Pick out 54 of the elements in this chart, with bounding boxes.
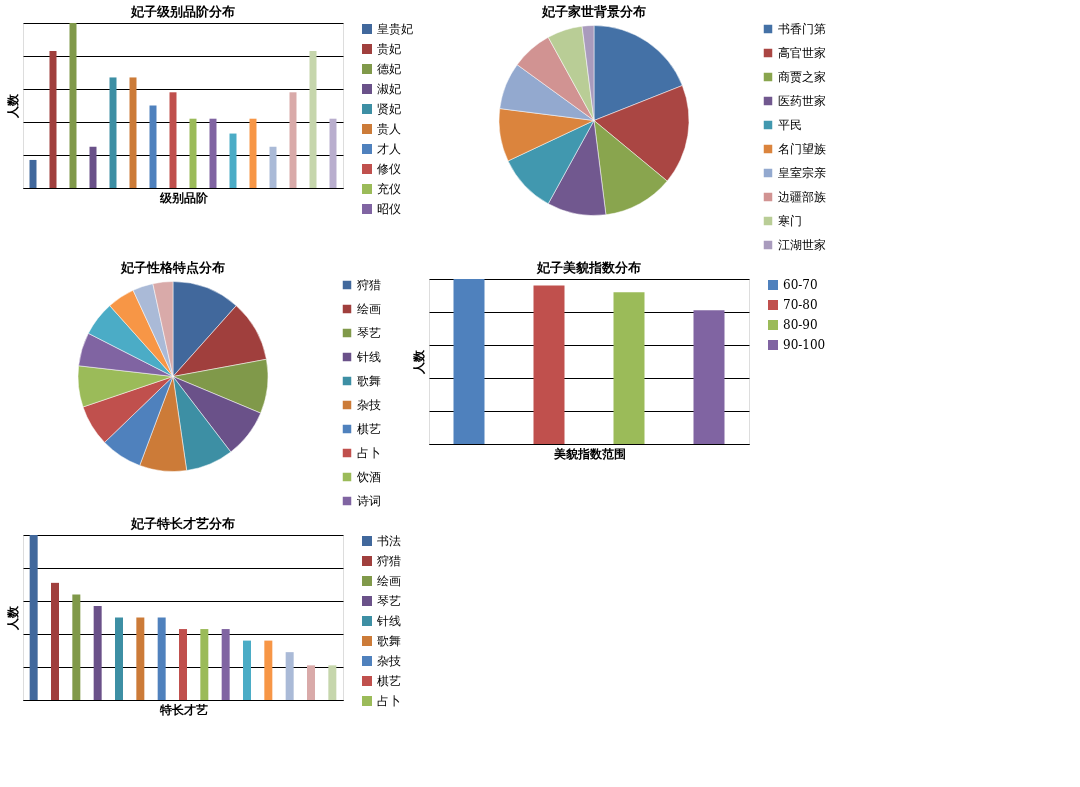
x-axis-title: 特长才艺 — [158, 702, 208, 717]
legend-label: 针线 — [356, 350, 381, 364]
legend-label: 边疆部族 — [778, 190, 826, 204]
legend-label: 狩猎 — [357, 278, 381, 292]
x-axis-title: 美貌指数范围 — [552, 446, 626, 461]
legend-label: 琴艺 — [377, 594, 401, 608]
legend-label: 杂技 — [377, 654, 401, 668]
chart-title: 妃子美貌指数分布 — [536, 260, 641, 275]
legend-label: 棋艺 — [377, 674, 401, 688]
chart-title: 妃子性格特点分布 — [120, 260, 225, 275]
legend-label: 寒门 — [778, 214, 802, 228]
legend-label: 淑妃 — [377, 82, 401, 96]
legend-label: 占卜 — [357, 446, 381, 460]
legend-label: 诗词 — [357, 494, 381, 508]
legend-label: 杂技 — [357, 398, 381, 412]
legend-label: 60-70 — [783, 278, 818, 292]
legend-label: 昭仪 — [377, 202, 401, 216]
legend-label: 皇室宗亲 — [778, 166, 826, 180]
legend-label: 90-100 — [783, 338, 826, 352]
legend-label: 高官世家 — [778, 46, 826, 60]
legend-label: 饮酒 — [356, 470, 381, 484]
legend-label: 70-80 — [783, 298, 818, 312]
legend-label: 书香门第 — [778, 22, 826, 36]
legend-label: 平民 — [778, 118, 802, 132]
legend-label: 医药世家 — [778, 94, 826, 108]
legend-label: 贤妃 — [377, 102, 401, 116]
legend-label: 歌舞 — [357, 374, 381, 388]
legend-label: 琴艺 — [357, 326, 381, 340]
legend-label: 商贾之家 — [778, 70, 826, 84]
legend-label: 贵人 — [377, 122, 401, 136]
legend-label: 皇贵妃 — [377, 22, 413, 36]
legend-label: 书法 — [377, 534, 401, 548]
legend-label: 德妃 — [377, 62, 401, 76]
chart-title: 妃子家世背景分布 — [541, 4, 646, 19]
legend-label: 贵妃 — [377, 42, 401, 56]
x-axis-title: 级别品阶 — [158, 190, 209, 205]
y-axis-title: 人数 — [5, 605, 20, 631]
legend-label: 名门望族 — [778, 142, 826, 156]
y-axis-title: 人数 — [411, 349, 426, 375]
legend-label: 针线 — [376, 614, 401, 628]
legend-label: 修仪 — [377, 162, 401, 176]
chart-title: 妃子特长才艺分布 — [130, 516, 235, 531]
legend-label: 绘画 — [357, 302, 381, 316]
legend-label: 棋艺 — [357, 422, 381, 436]
legend-label: 狩猎 — [377, 554, 401, 568]
legend-label: 才人 — [377, 142, 401, 156]
legend-label: 绘画 — [377, 574, 401, 588]
legend-label: 充仪 — [377, 182, 401, 196]
y-axis-title: 人数 — [5, 93, 20, 119]
legend-label: 80-90 — [783, 318, 818, 332]
legend-label: 江湖世家 — [778, 238, 826, 252]
legend-label: 歌舞 — [377, 634, 401, 648]
chart-title: 妃子级别品阶分布 — [130, 4, 235, 19]
legend-label: 占卜 — [377, 694, 401, 708]
